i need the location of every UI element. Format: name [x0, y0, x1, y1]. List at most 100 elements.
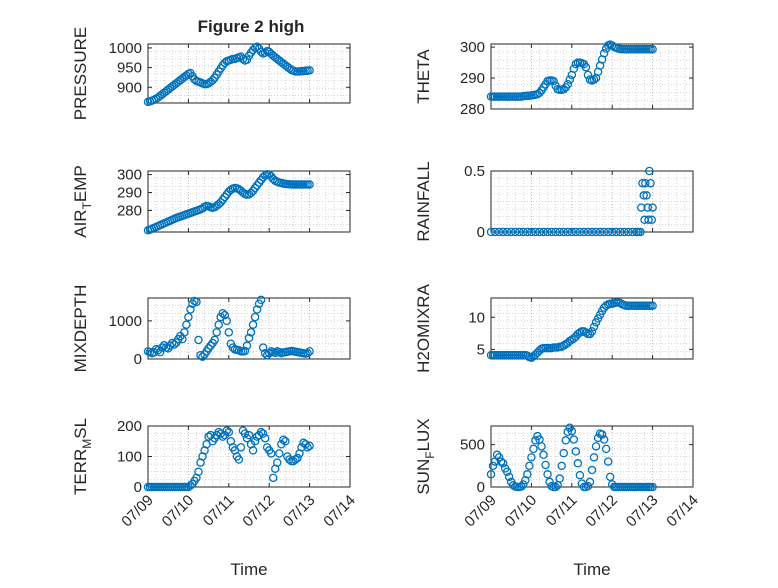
data-point: [186, 305, 195, 314]
data-point: [198, 352, 207, 361]
data-point: [637, 203, 646, 212]
y-tick-label: 500: [460, 437, 485, 454]
data-point: [271, 348, 280, 358]
data-point: [559, 448, 568, 458]
y-tick-label: 0.5: [464, 163, 485, 180]
y-tick-label: 0: [134, 351, 142, 368]
data-point: [555, 227, 564, 237]
data-point: [555, 474, 564, 483]
data-point: [523, 227, 532, 237]
data-point: [624, 227, 633, 237]
data-point: [273, 458, 282, 467]
data-point: [648, 301, 657, 310]
data-point: [256, 47, 266, 57]
data-point: [583, 70, 593, 80]
data-point: [559, 84, 568, 94]
data-point: [222, 426, 232, 435]
data-point: [258, 343, 268, 352]
data-point: [645, 166, 654, 176]
data-point: [248, 446, 258, 455]
data-point: [305, 180, 314, 189]
data-point: [563, 427, 573, 437]
data-point: [646, 178, 655, 188]
data-point: [305, 66, 314, 75]
data-point: [508, 481, 518, 490]
data-point: [488, 461, 498, 471]
data-point: [486, 227, 496, 237]
data-point: [281, 436, 290, 446]
data-point: [519, 227, 528, 237]
data-point: [620, 227, 629, 237]
data-point: [587, 327, 597, 336]
data-point: [515, 227, 524, 237]
data-point: [551, 227, 560, 237]
data-point: [293, 453, 302, 463]
data-point: [543, 470, 552, 479]
data-point: [182, 320, 191, 329]
y-tick-label: 0: [477, 479, 485, 496]
y-axis-label: RAINFALL: [414, 161, 433, 241]
data-point: [545, 477, 554, 487]
data-point: [260, 349, 270, 358]
data-point: [494, 453, 504, 462]
data-point: [266, 449, 276, 458]
data-point: [527, 227, 536, 237]
data-point: [571, 59, 581, 69]
data-point: [506, 227, 516, 237]
x-axis-label: Time: [573, 560, 610, 579]
data-point: [155, 347, 165, 357]
data-point: [157, 343, 167, 352]
data-point: [529, 444, 538, 454]
data-point: [504, 472, 514, 482]
data-point: [591, 442, 601, 451]
data-point: [616, 227, 625, 237]
data-point: [641, 178, 650, 188]
data-point: [194, 335, 203, 345]
data-point: [565, 75, 575, 84]
data-point: [210, 335, 219, 345]
data-point: [498, 459, 508, 468]
y-tick-label: 300: [460, 39, 485, 56]
data-point: [220, 310, 230, 320]
data-point: [224, 328, 234, 337]
data-point: [575, 227, 585, 237]
data-point: [648, 203, 657, 212]
data-point: [599, 435, 609, 444]
data-point: [599, 227, 609, 237]
data-point: [285, 455, 294, 464]
subplot-theta: 280 290 300 THETA: [414, 39, 694, 118]
y-axis-label: PRESSURE: [71, 27, 90, 121]
axes-frame: [147, 170, 351, 233]
y-tick-label: 290: [117, 185, 142, 202]
y-tick-label: 10: [468, 309, 485, 326]
data-point: [486, 470, 496, 479]
data-point: [502, 227, 512, 237]
data-point: [184, 312, 193, 322]
data-point: [256, 427, 266, 437]
data-point: [571, 447, 581, 456]
data-point: [303, 349, 312, 358]
data-point: [567, 426, 577, 436]
data-point: [192, 297, 201, 307]
data-point: [268, 473, 278, 483]
data-point: [167, 338, 177, 348]
data-point: [494, 227, 504, 237]
data-point: [242, 341, 252, 350]
data-point: [541, 460, 550, 470]
y-tick-label: 280: [460, 101, 485, 118]
data-point: [575, 328, 585, 337]
y-tick-label: 290: [460, 70, 485, 87]
data-point: [539, 227, 548, 237]
data-point: [583, 481, 593, 491]
y-tick-label: 900: [117, 79, 142, 96]
data-point: [224, 427, 234, 437]
x-axis-label: Time: [230, 560, 267, 579]
data-point: [260, 171, 270, 180]
data-point: [569, 64, 579, 74]
y-axis-label: THETA: [414, 49, 433, 104]
data-point: [250, 312, 260, 322]
data-point: [260, 48, 270, 57]
data-point: [644, 215, 653, 225]
data-point: [561, 436, 570, 445]
